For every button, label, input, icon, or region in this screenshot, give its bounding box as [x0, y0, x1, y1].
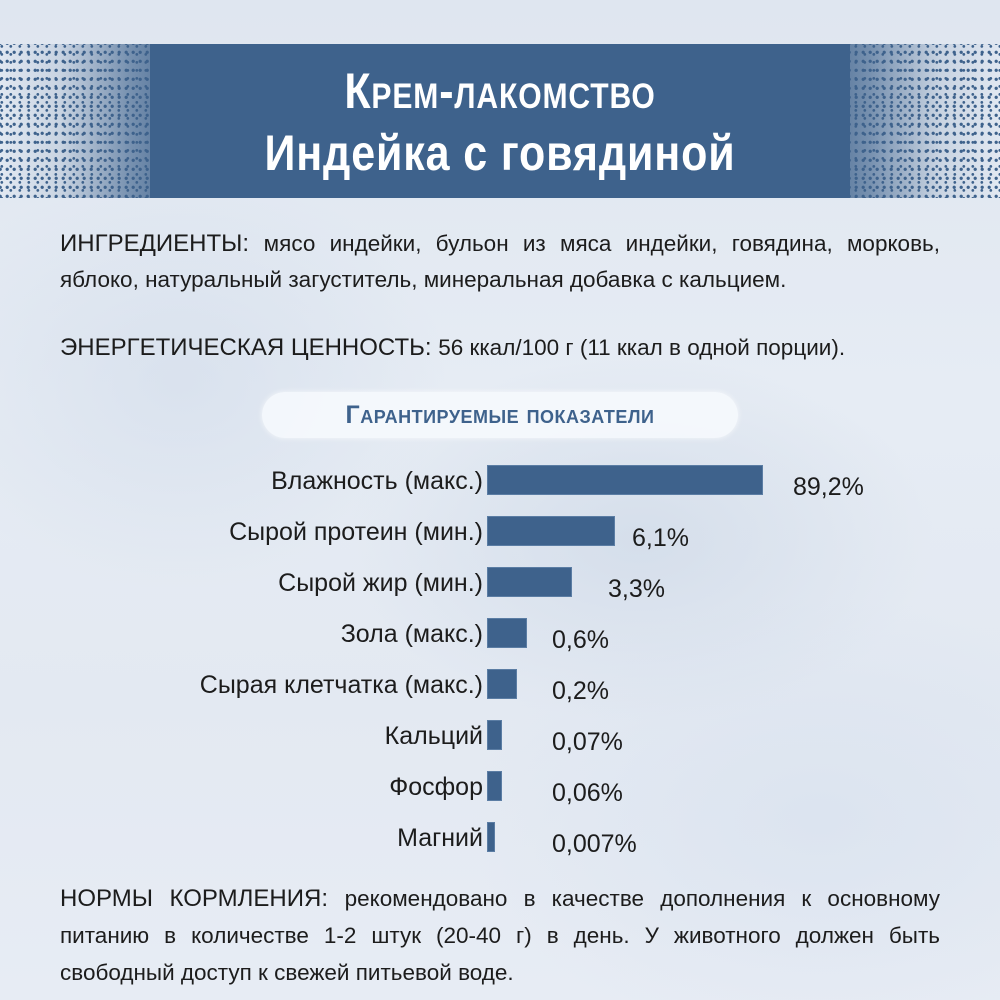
row-label: Сырой протеин (мин.) [229, 518, 483, 546]
row-value: 0,007% [552, 830, 637, 858]
title-line-1: Крем-лакомство [344, 63, 656, 119]
page-title: Крем-лакомство Индейка с говядиной [70, 60, 930, 184]
row-label: Влажность (макс.) [271, 467, 483, 495]
chart-row-ash: Зола (макс.) 0,6% [0, 609, 1000, 661]
energy-label: ЭНЕРГЕТИЧЕСКАЯ ЦЕННОСТЬ: [60, 334, 432, 361]
chart-row-calcium: Кальций 0,07% [0, 711, 1000, 763]
ingredients-section: ИНГРЕДИЕНТЫ: мясо индейки, бульон из мяс… [60, 226, 940, 298]
row-label: Магний [397, 824, 483, 852]
bar [487, 822, 495, 852]
feeding-section: НОРМЫ КОРМЛЕНИЯ: рекомендовано в качеств… [60, 880, 940, 991]
row-value: 89,2% [793, 473, 864, 501]
title-line-2: Индейка с говядиной [264, 125, 736, 181]
chart-row-moisture: Влажность (макс.) 89,2% [0, 456, 1000, 508]
banner-grunge-right [800, 44, 1000, 198]
row-value: 3,3% [608, 575, 665, 603]
row-label: Зола (макс.) [340, 620, 483, 648]
bar [487, 771, 502, 801]
feeding-text: рекомендовано в качестве дополнения к ос… [60, 886, 940, 985]
guaranteed-header: Гарантируемые показатели [345, 401, 655, 429]
guaranteed-header-pill: Гарантируемые показатели [262, 392, 738, 438]
bar [487, 618, 527, 648]
bar [487, 516, 615, 546]
row-value: 0,07% [552, 728, 623, 756]
bar [487, 720, 502, 750]
row-value: 0,6% [552, 626, 609, 654]
feeding-label: НОРМЫ КОРМЛЕНИЯ: [60, 885, 328, 912]
nutrient-bar-chart: Влажность (макс.) 89,2% Сырой протеин (м… [0, 456, 1000, 876]
energy-text: 56 ккал/100 г (11 ккал в одной порции). [438, 335, 846, 360]
row-label: Кальций [384, 722, 483, 750]
chart-row-protein: Сырой протеин (мин.) 6,1% [0, 507, 1000, 559]
chart-row-phosphorus: Фосфор 0,06% [0, 762, 1000, 814]
chart-row-magnesium: Магний 0,007% [0, 813, 1000, 865]
row-label: Сырая клетчатка (макс.) [199, 671, 483, 699]
energy-section: ЭНЕРГЕТИЧЕСКАЯ ЦЕННОСТЬ: 56 ккал/100 г (… [60, 330, 940, 366]
row-value: 0,2% [552, 677, 609, 705]
title-banner: Крем-лакомство Индейка с говядиной [0, 44, 1000, 198]
chart-row-fiber: Сырая клетчатка (макс.) 0,2% [0, 660, 1000, 712]
bar [487, 567, 572, 597]
row-label: Сырой жир (мин.) [278, 569, 483, 597]
chart-row-fat: Сырой жир (мин.) 3,3% [0, 558, 1000, 610]
row-value: 6,1% [632, 524, 689, 552]
row-label: Фосфор [389, 773, 483, 801]
bar [487, 669, 517, 699]
row-value: 0,06% [552, 779, 623, 807]
banner-background [150, 44, 850, 198]
ingredients-text: мясо индейки, бульон из мяса индейки, го… [60, 231, 940, 292]
ingredients-label: ИНГРЕДИЕНТЫ: [60, 230, 250, 257]
bar [487, 465, 763, 495]
